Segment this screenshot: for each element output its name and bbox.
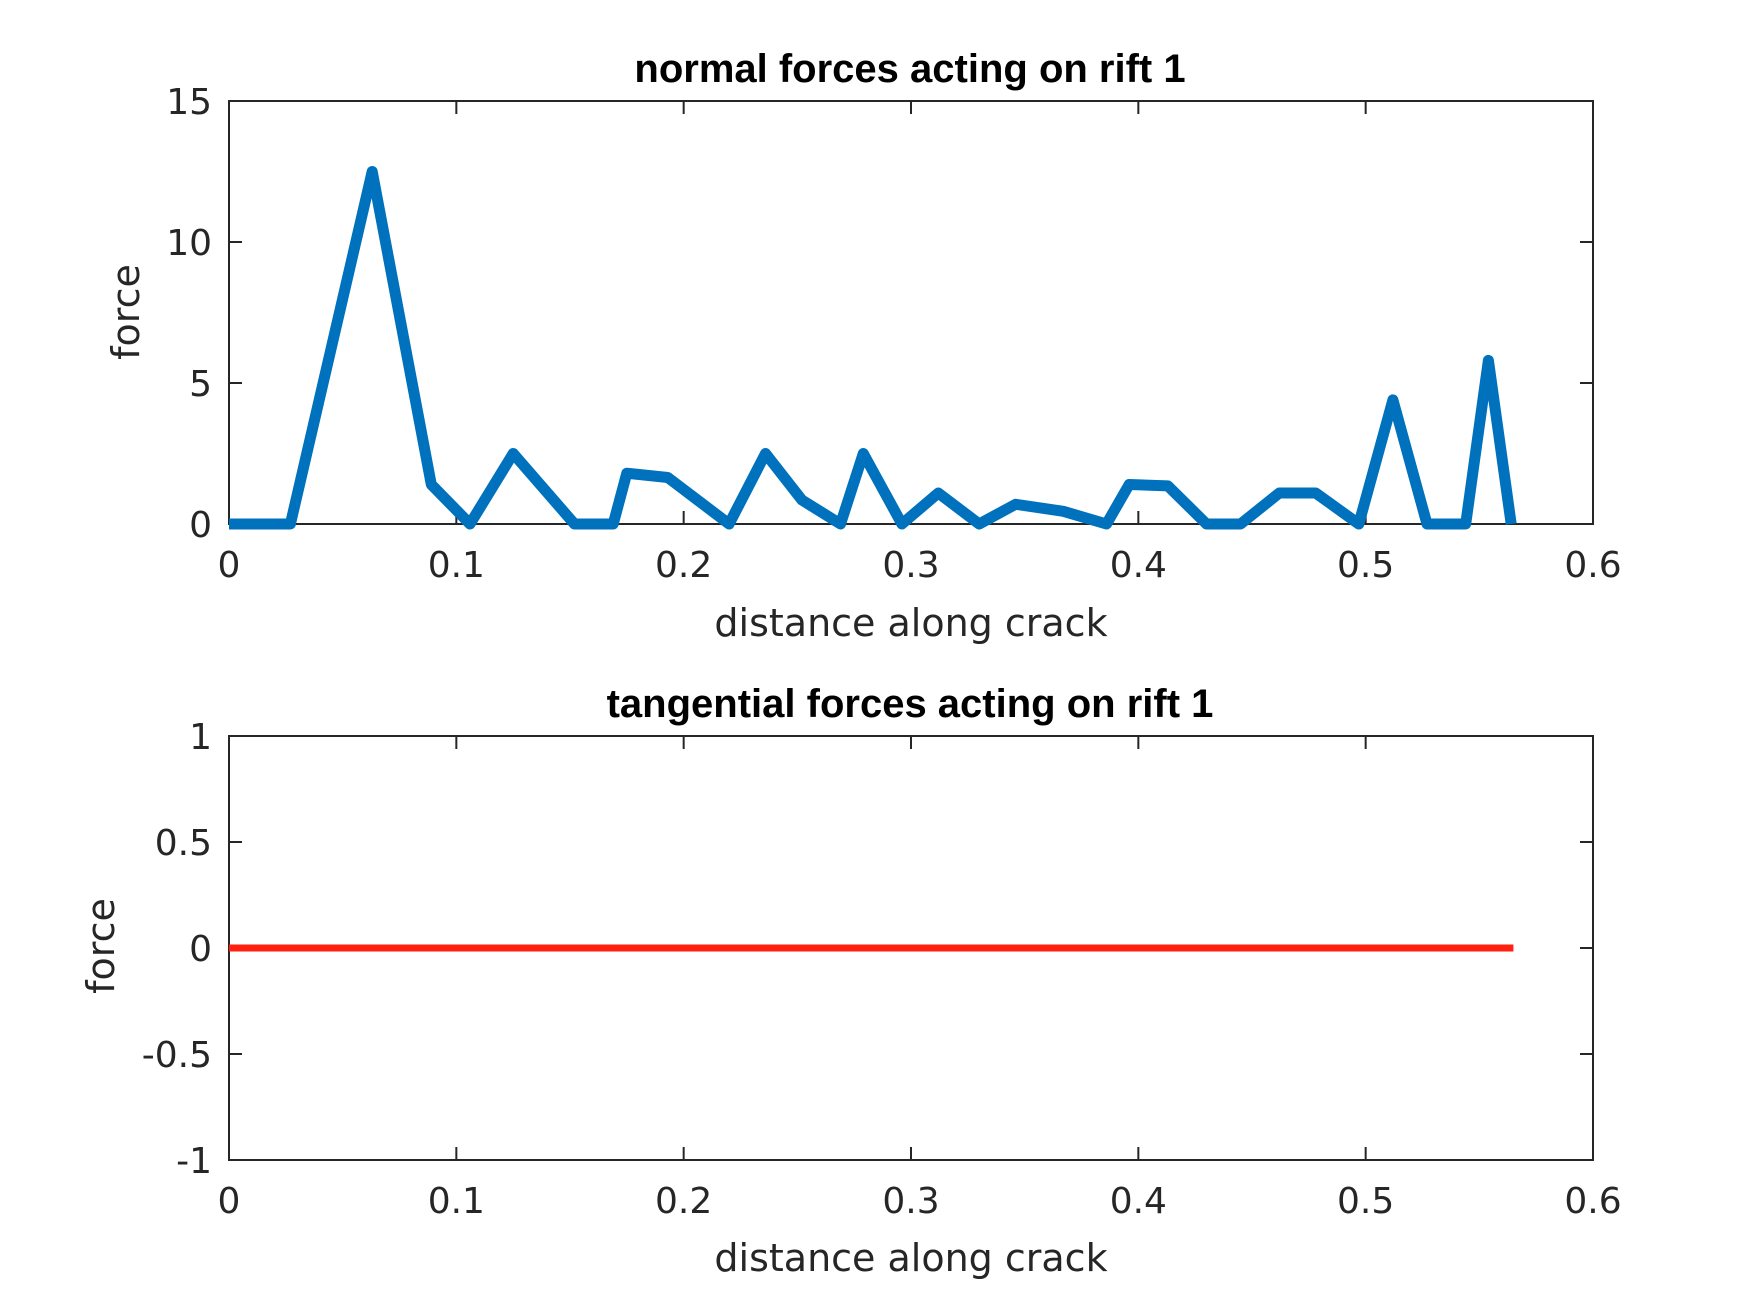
x-tick-label: 0: [218, 1181, 241, 1222]
x-axis: 0 0.1 0.2 0.3 0.4 0.5 0.6: [218, 736, 1622, 1222]
y-tick-label: 15: [166, 82, 212, 123]
y-axis: -1 -0.5 0 0.5 1: [142, 717, 1593, 1182]
y-tick-label: -0.5: [142, 1035, 212, 1076]
x-tick-label: 0.2: [655, 1181, 712, 1222]
plot-frame: [228, 100, 1594, 525]
x-axis: 0 0.1 0.2 0.3 0.4 0.5 0.6: [218, 101, 1622, 586]
y-axis-label: force: [79, 898, 123, 994]
x-tick-label: 0.5: [1337, 545, 1394, 586]
y-axis-label: force: [104, 264, 148, 360]
x-tick-label: 0.4: [1110, 1181, 1167, 1222]
tangential-forces-plot: tangential forces acting on rift 1 0 0.1 0…: [79, 682, 1622, 1280]
x-tick-label: 0.2: [655, 545, 712, 586]
y-tick-label: 5: [189, 364, 212, 405]
y-axis: 0 5 10 15: [166, 82, 1593, 546]
y-tick-label: 0.5: [155, 823, 212, 864]
y-tick-label: -1: [176, 1141, 212, 1182]
x-tick-label: 0.6: [1564, 545, 1621, 586]
x-tick-label: 0.1: [428, 545, 485, 586]
x-axis-label: distance along crack: [714, 601, 1107, 645]
y-tick-label: 0: [189, 929, 212, 970]
x-tick-label: 0.1: [428, 1181, 485, 1222]
x-tick-label: 0.4: [1110, 545, 1167, 586]
series-line: [229, 166, 1517, 530]
chart-title: normal forces acting on rift 1: [634, 47, 1185, 91]
y-tick-label: 1: [189, 717, 212, 758]
x-tick-label: 0.5: [1337, 1181, 1394, 1222]
y-tick-label: 0: [189, 505, 212, 546]
x-tick-label: 0.3: [882, 545, 939, 586]
normal-forces-plot: normal forces acting on rift 1 0 0.1 0.2 0.…: [104, 47, 1622, 645]
series-layer: [229, 166, 1517, 530]
x-tick-label: 0.6: [1564, 1181, 1621, 1222]
x-tick-label: 0.3: [882, 1181, 939, 1222]
chart-title: tangential forces acting on rift 1: [607, 682, 1214, 726]
y-tick-label: 10: [166, 223, 212, 264]
x-tick-label: 0: [218, 545, 241, 586]
x-axis-label: distance along crack: [714, 1236, 1107, 1280]
